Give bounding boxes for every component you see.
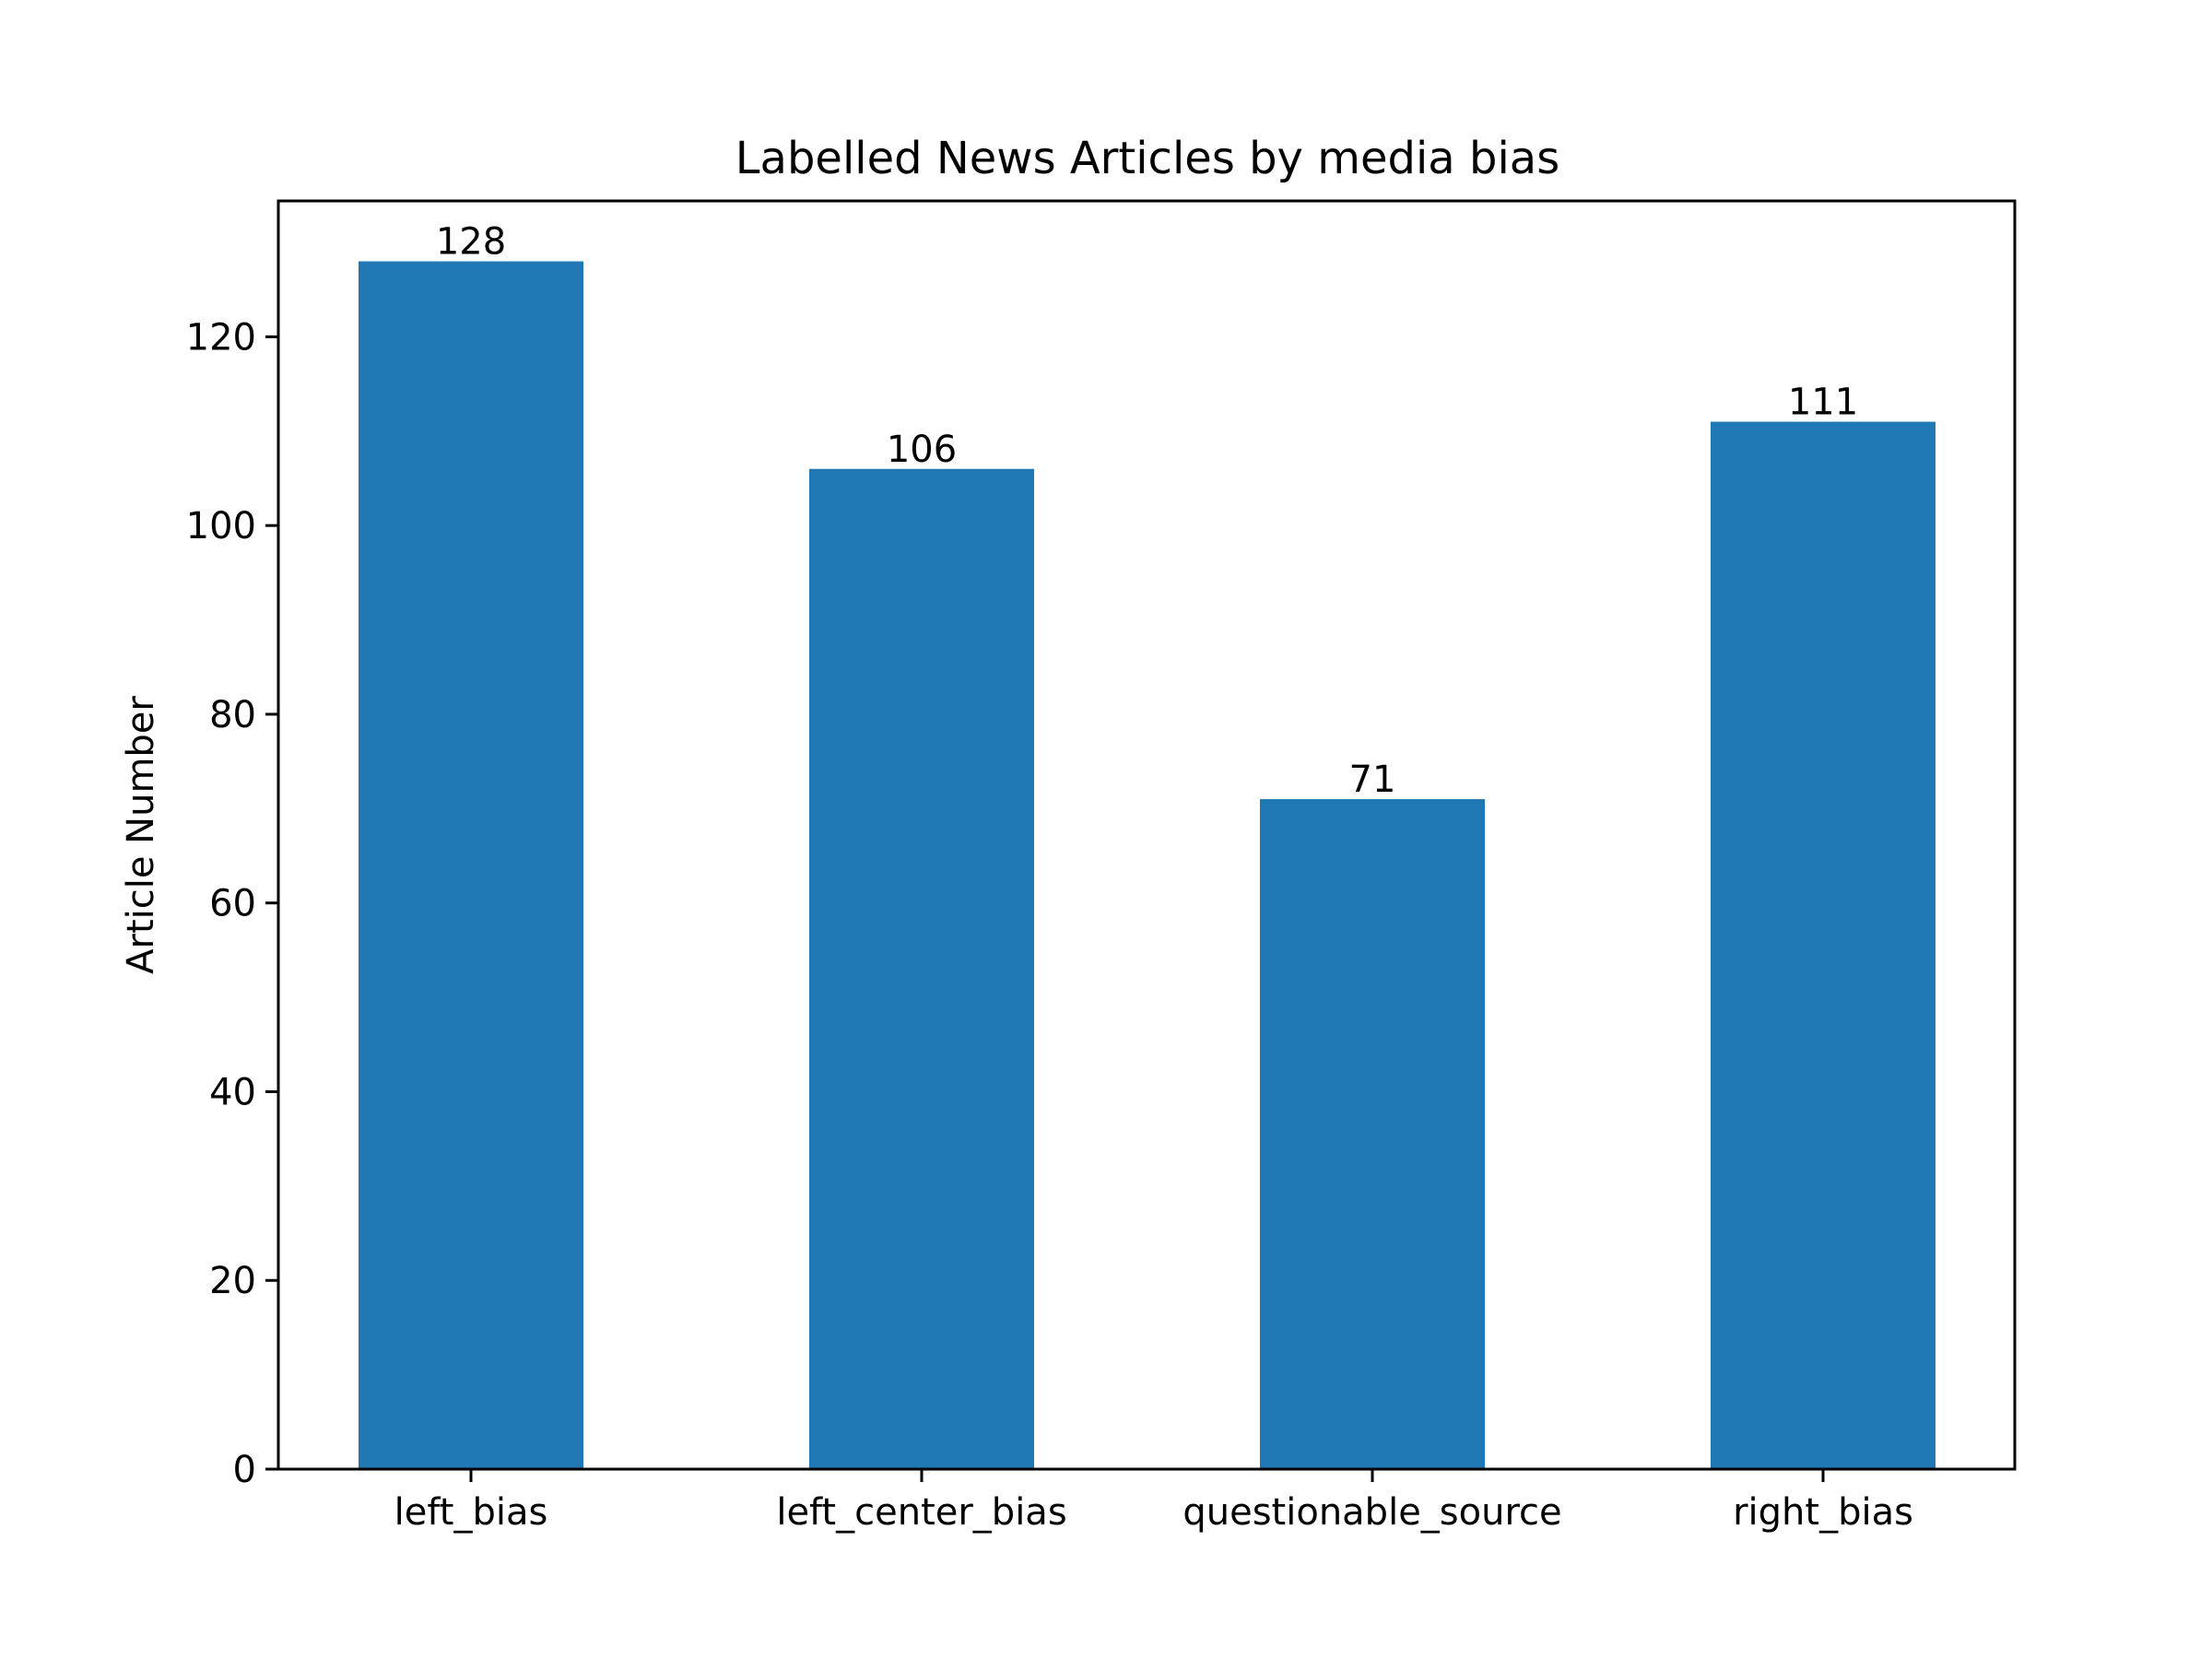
bar-labels: 128 106 71 111: [436, 221, 1858, 802]
chart-title: Labelled News Articles by media bias: [735, 133, 1559, 184]
y-axis: 0 20 40 60 80 100 120: [186, 316, 278, 1491]
bar-questionable_source: [1260, 799, 1485, 1469]
y-tick-label: 40: [209, 1071, 256, 1113]
y-tick-label: 20: [209, 1260, 256, 1302]
y-tick-label: 80: [209, 694, 256, 736]
bar-value-label: 128: [436, 221, 506, 264]
bars: [359, 261, 1936, 1470]
bar-value-label: 111: [1788, 382, 1858, 424]
x-axis: left_bias left_center_bias questionable_so…: [394, 1469, 1913, 1534]
bar-left_bias: [359, 261, 583, 1469]
y-axis-label: Article Number: [120, 696, 162, 974]
y-tick-label: 0: [233, 1449, 256, 1491]
bar-value-label: 71: [1349, 759, 1396, 801]
x-tick-label: left_bias: [394, 1491, 548, 1534]
bar-right_bias: [1711, 421, 1936, 1470]
bar-value-label: 106: [887, 429, 957, 471]
y-tick-label: 100: [186, 505, 256, 547]
y-tick-label: 60: [209, 883, 256, 925]
x-tick-label: questionable_source: [1182, 1491, 1561, 1534]
y-tick-label: 120: [186, 316, 256, 359]
x-tick-label: right_bias: [1733, 1491, 1913, 1534]
plot-frame: [276, 199, 2017, 1471]
bar-left_center_bias: [809, 468, 1034, 1469]
x-tick-label: left_center_bias: [776, 1491, 1066, 1534]
